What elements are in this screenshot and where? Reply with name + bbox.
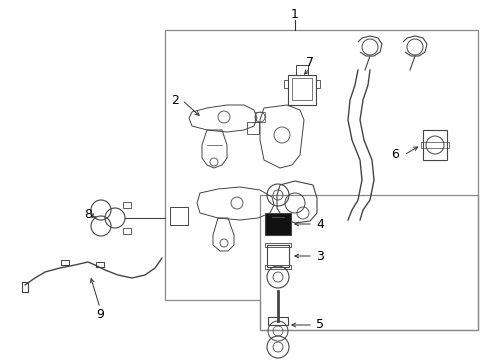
Bar (254, 112, 264, 122)
Text: 6: 6 (390, 148, 398, 162)
Text: 9: 9 (96, 309, 104, 321)
Bar (266, 245, 288, 267)
Bar (246, 122, 259, 134)
Text: 5: 5 (315, 319, 324, 332)
Bar (123, 202, 131, 208)
Text: 4: 4 (315, 217, 323, 230)
Bar (287, 75, 315, 105)
Bar (284, 80, 287, 88)
Bar (315, 80, 319, 88)
Text: 8: 8 (84, 208, 92, 221)
Text: 7: 7 (305, 55, 313, 68)
Text: 2: 2 (171, 94, 179, 107)
Bar (264, 213, 290, 235)
Bar (422, 130, 446, 160)
Bar (420, 142, 448, 148)
Bar (170, 207, 187, 225)
Text: 1: 1 (290, 8, 298, 21)
Bar (291, 78, 311, 100)
Bar (264, 243, 290, 247)
Bar (264, 265, 290, 269)
Bar (267, 317, 287, 325)
Bar (295, 65, 307, 75)
Bar (123, 228, 131, 234)
Text: 3: 3 (315, 249, 323, 262)
